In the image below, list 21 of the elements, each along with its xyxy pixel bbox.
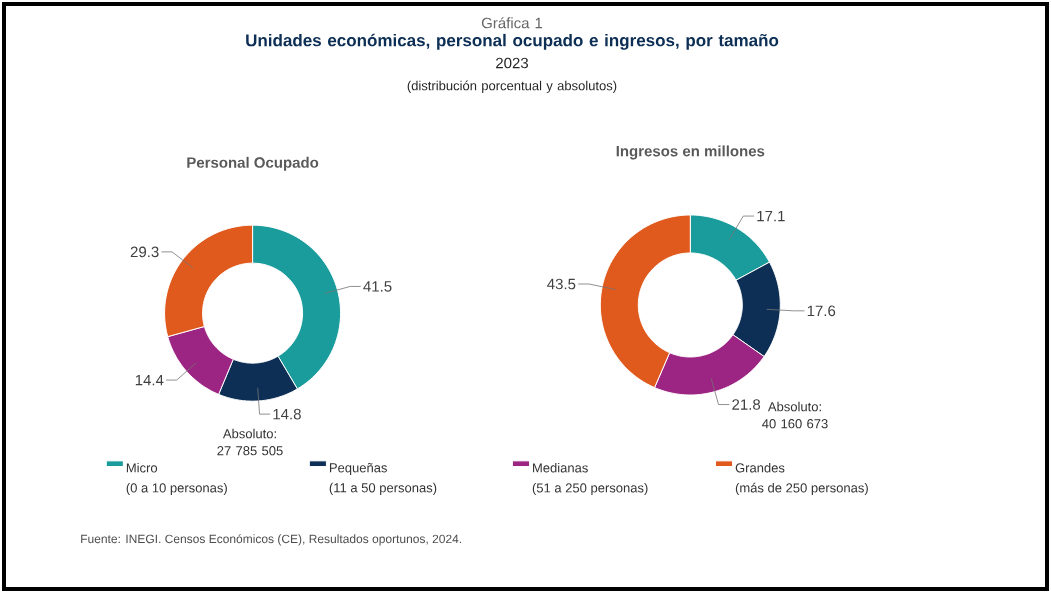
- legend-label: Micro (0 a 10 personas): [126, 462, 227, 496]
- data-label: 17.1: [757, 210, 785, 222]
- text: Unidades económicas, personal ocupado e ingresos, por tamaño: [246, 33, 779, 50]
- text: Absoluto: 40 160 673: [762, 401, 828, 429]
- data-label: 14.8: [273, 408, 301, 420]
- data-label: 14.4: [135, 374, 164, 386]
- data-label: 41.5: [363, 281, 392, 292]
- text: Gráfica 1: [481, 17, 543, 29]
- text: Absoluto: 27 785 505: [217, 428, 283, 456]
- data-label: 43.5: [547, 278, 576, 290]
- legend-label: Grandes (más de 250 personas): [735, 462, 868, 496]
- text: (distribución porcentual y absolutos): [407, 80, 617, 93]
- text: 2023: [496, 57, 529, 69]
- source-note: Fuente: INEGI. Censos Económicos (CE), Resultados oportunos, 2024.: [81, 534, 462, 546]
- data-label: 29.3: [130, 246, 159, 258]
- legend-label: Medianas (51 a 250 personas): [532, 462, 648, 496]
- legend-label: Pequeñas (11 a 50 personas): [329, 462, 437, 495]
- data-label: 17.6: [807, 305, 836, 317]
- chart-title: Personal Ocupado: [187, 156, 319, 171]
- chart-title: Ingresos en millones: [616, 145, 765, 160]
- data-label: 21.8: [732, 399, 761, 410]
